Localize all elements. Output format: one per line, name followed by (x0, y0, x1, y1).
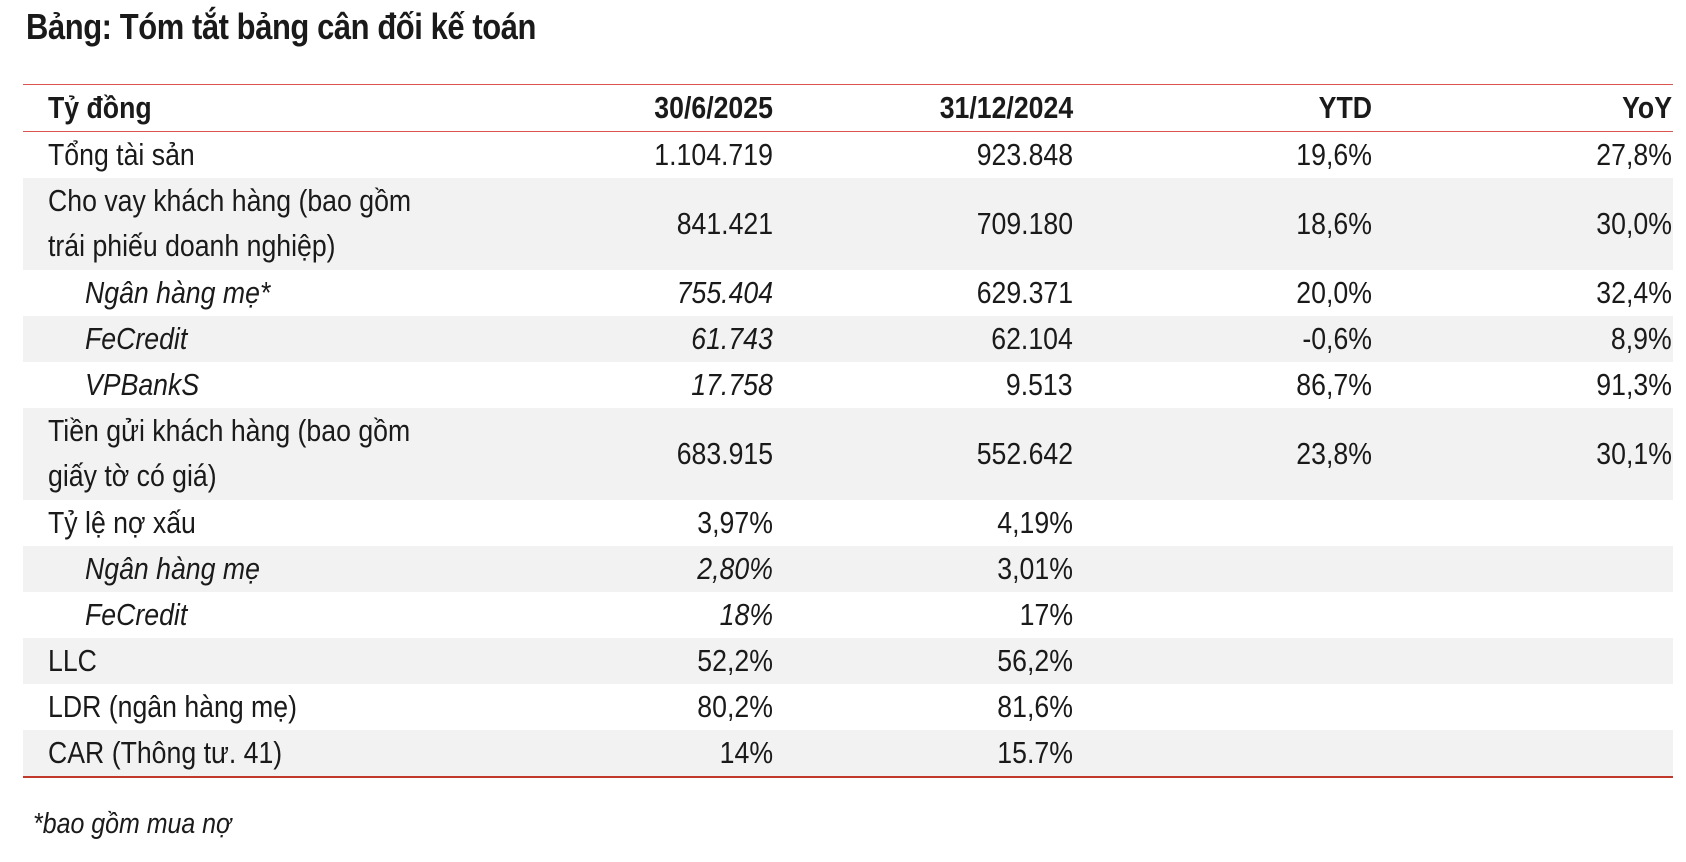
table-title: Bảng: Tóm tắt bảng cân đối kế toán (26, 6, 537, 47)
table-row-customer-loans: Cho vay khách hàng (bao gồm trái phiếu d… (23, 178, 1673, 270)
header-unit-label: Tỷ đồng (48, 90, 152, 125)
cell-31-12-2024: 62.104 (991, 321, 1073, 356)
cell-yoy: 27,8% (1596, 137, 1672, 172)
table-row-parent-bank-loans: Ngân hàng mẹ* 755.404 629.371 20,0% 32,4… (23, 270, 1673, 316)
cell-ytd: 19,6% (1296, 137, 1372, 172)
cell-yoy: 30,1% (1596, 436, 1672, 471)
table-row-parent-bank-npl: Ngân hàng mẹ 2,80% 3,01% (23, 546, 1673, 592)
row-label: Ngân hàng mẹ* (85, 275, 271, 310)
cell-30-6-2025: 841.421 (676, 206, 773, 241)
cell-ytd: 23,8% (1296, 436, 1372, 471)
cell-31-12-2024: 923.848 (976, 137, 1073, 172)
cell-31-12-2024: 15.7% (997, 735, 1073, 770)
cell-30-6-2025: 1.104.719 (654, 137, 773, 172)
cell-30-6-2025: 61.743 (691, 321, 773, 356)
header-col-ytd: YTD (1318, 90, 1372, 125)
cell-31-12-2024: 552.642 (976, 436, 1073, 471)
row-label: Ngân hàng mẹ (85, 551, 260, 586)
cell-31-12-2024: 17% (1019, 597, 1073, 632)
table-row-llc: LLC 52,2% 56,2% (23, 638, 1673, 684)
cell-31-12-2024: 709.180 (976, 206, 1073, 241)
cell-31-12-2024: 56,2% (997, 643, 1073, 678)
cell-30-6-2025: 80,2% (697, 689, 773, 724)
cell-30-6-2025: 3,97% (697, 505, 773, 540)
table-row-customer-deposits: Tiền gửi khách hàng (bao gồm giấy tờ có … (23, 408, 1673, 500)
table-row-fecredit-loans: FeCredit 61.743 62.104 -0,6% 8,9% (23, 316, 1673, 362)
cell-30-6-2025: 52,2% (697, 643, 773, 678)
cell-ytd: -0,6% (1302, 321, 1372, 356)
table-row-total-assets: Tổng tài sản 1.104.719 923.848 19,6% 27,… (23, 132, 1673, 178)
cell-yoy: 91,3% (1596, 367, 1672, 402)
header-col-30-6-2025: 30/6/2025 (654, 90, 773, 125)
cell-30-6-2025: 14% (719, 735, 773, 770)
header-col-yoy: YoY (1622, 90, 1672, 125)
row-label: FeCredit (85, 321, 188, 356)
cell-ytd: 86,7% (1296, 367, 1372, 402)
table-row-car: CAR (Thông tư. 41) 14% 15.7% (23, 730, 1673, 776)
row-label: LDR (ngân hàng mẹ) (48, 689, 297, 724)
row-label: CAR (Thông tư. 41) (48, 735, 283, 770)
table-row-vpbanks-loans: VPBankS 17.758 9.513 86,7% 91,3% (23, 362, 1673, 408)
row-label: FeCredit (85, 597, 188, 632)
cell-31-12-2024: 81,6% (997, 689, 1073, 724)
table-row-ldr: LDR (ngân hàng mẹ) 80,2% 81,6% (23, 684, 1673, 730)
cell-ytd: 20,0% (1296, 275, 1372, 310)
cell-31-12-2024: 9.513 (1006, 367, 1073, 402)
cell-31-12-2024: 629.371 (976, 275, 1073, 310)
table-row-fecredit-npl: FeCredit 18% 17% (23, 592, 1673, 638)
row-label: Tiền gửi khách hàng (bao gồm giấy tờ có … (48, 413, 411, 493)
row-label: Tỷ lệ nợ xấu (48, 505, 196, 540)
table-row-npl-ratio: Tỷ lệ nợ xấu 3,97% 4,19% (23, 500, 1673, 546)
cell-yoy: 32,4% (1596, 275, 1672, 310)
cell-yoy: 30,0% (1596, 206, 1672, 241)
cell-30-6-2025: 683.915 (676, 436, 773, 471)
footnote: *bao gồm mua nợ (33, 808, 232, 840)
header-col-31-12-2024: 31/12/2024 (939, 90, 1073, 125)
cell-ytd: 18,6% (1296, 206, 1372, 241)
cell-30-6-2025: 17.758 (691, 367, 773, 402)
cell-30-6-2025: 755.404 (676, 275, 773, 310)
row-label: VPBankS (85, 367, 200, 402)
row-label: Cho vay khách hàng (bao gồm trái phiếu d… (48, 183, 412, 263)
cell-yoy: 8,9% (1611, 321, 1672, 356)
cell-30-6-2025: 18% (719, 597, 773, 632)
cell-31-12-2024: 3,01% (997, 551, 1073, 586)
balance-sheet-table: Tỷ đồng 30/6/2025 31/12/2024 YTD YoY Tổn… (23, 84, 1673, 778)
cell-31-12-2024: 4,19% (997, 505, 1073, 540)
row-label: LLC (48, 643, 97, 678)
table-header-row: Tỷ đồng 30/6/2025 31/12/2024 YTD YoY (23, 85, 1673, 132)
row-label: Tổng tài sản (48, 137, 195, 172)
cell-30-6-2025: 2,80% (697, 551, 773, 586)
